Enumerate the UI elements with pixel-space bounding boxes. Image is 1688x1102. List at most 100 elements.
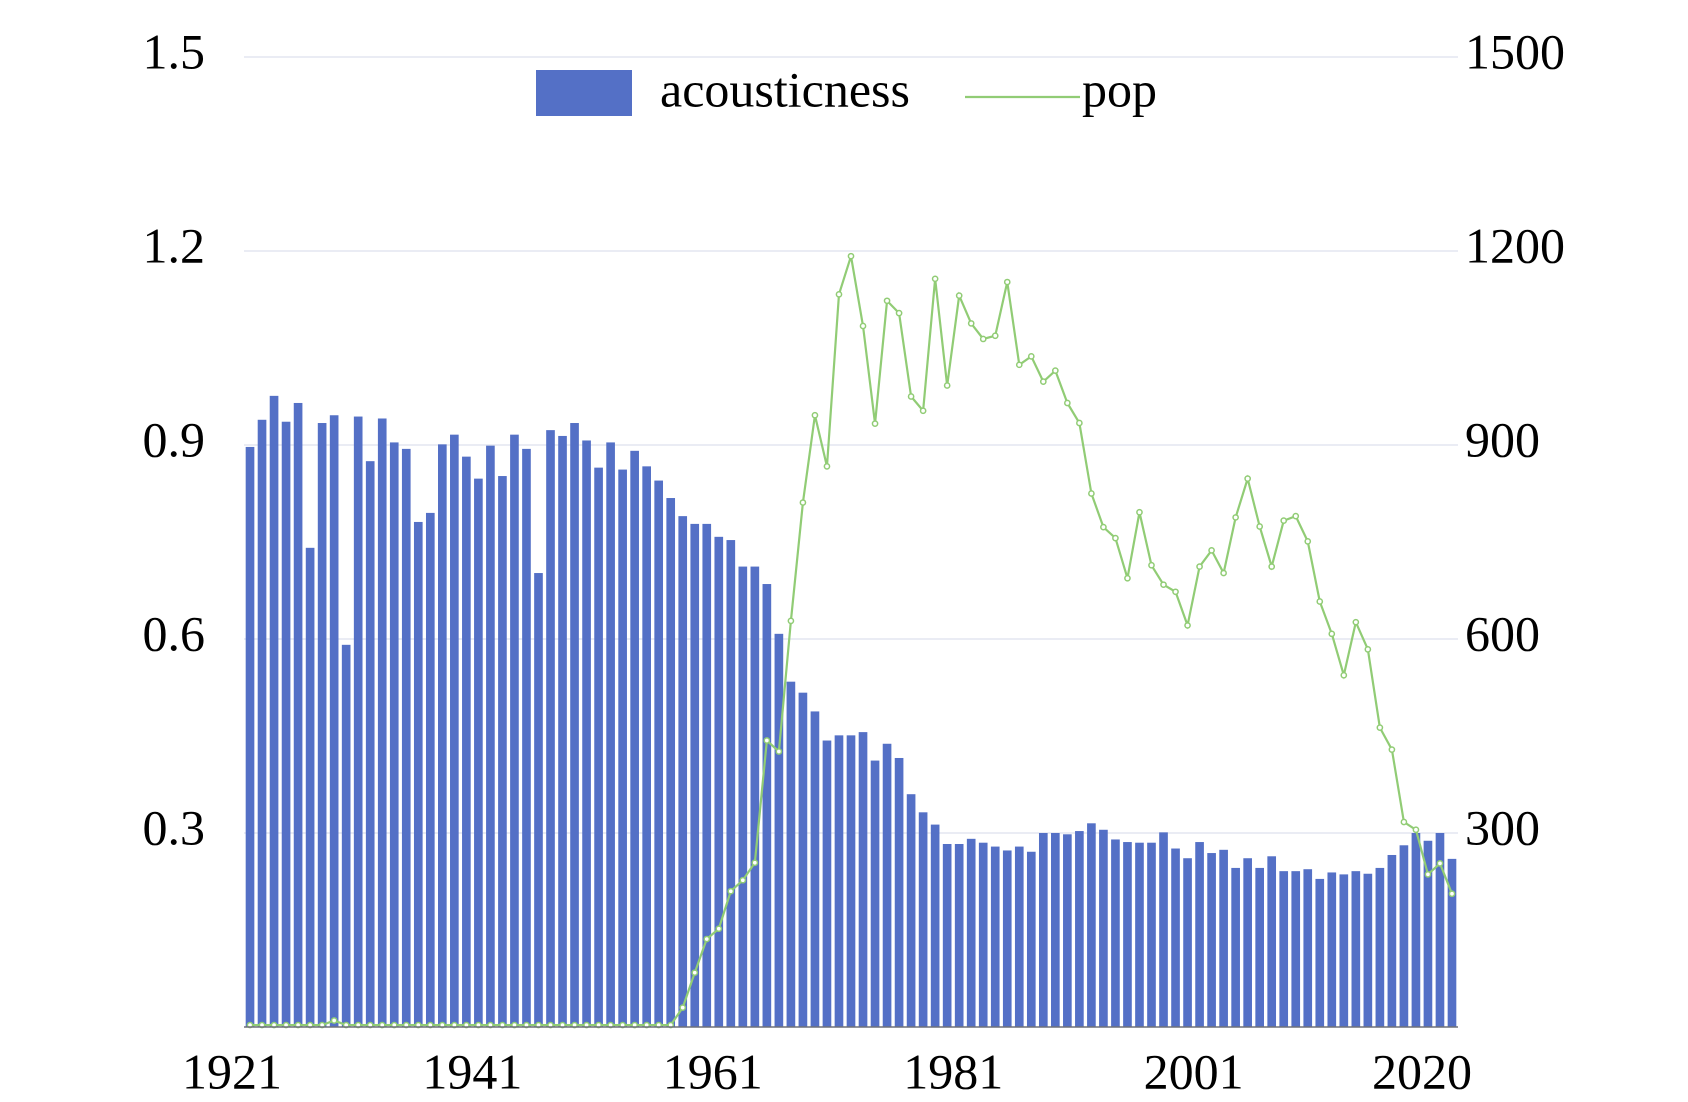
- bar: [281, 421, 291, 1028]
- line-point: [1015, 361, 1023, 369]
- bar: [990, 846, 1000, 1027]
- bar: [486, 445, 495, 1027]
- x-tick-label: 1981: [903, 1043, 1003, 1099]
- line-point: [847, 252, 855, 260]
- bar: [1291, 871, 1301, 1027]
- bar: [966, 838, 976, 1027]
- bar: [822, 740, 832, 1027]
- y-tick-label: 1.5: [143, 23, 206, 79]
- y2-tick-label: 900: [1465, 411, 1540, 467]
- line-point: [1232, 514, 1239, 521]
- line-point: [799, 499, 807, 506]
- bar: [498, 476, 507, 1027]
- line-point: [967, 320, 975, 327]
- line-point: [1124, 574, 1131, 582]
- bar: [558, 435, 567, 1027]
- bar: [1231, 867, 1240, 1027]
- bar: [353, 416, 363, 1028]
- line-point: [1304, 538, 1312, 545]
- bar: [666, 498, 676, 1027]
- bar: [1399, 845, 1409, 1027]
- bar: [341, 644, 351, 1027]
- bar: [798, 692, 808, 1027]
- bar: [534, 573, 543, 1027]
- bar: [329, 415, 339, 1028]
- bar: [245, 446, 255, 1027]
- line-point: [1051, 367, 1059, 374]
- y-tick-label: 1.2: [143, 217, 206, 273]
- line-point: [835, 290, 843, 298]
- bar: [377, 418, 387, 1027]
- line-point: [883, 297, 891, 305]
- bar: [365, 461, 375, 1028]
- line-point: [979, 335, 987, 343]
- line-point: [1256, 523, 1264, 530]
- bar: [810, 711, 820, 1027]
- line-point: [943, 382, 951, 389]
- bar: [474, 478, 483, 1027]
- bar: [1014, 846, 1024, 1027]
- bar: [738, 566, 748, 1027]
- bar: [1327, 872, 1337, 1027]
- line-point: [1148, 561, 1155, 569]
- line-point: [727, 887, 735, 895]
- bar: [1435, 833, 1445, 1027]
- bar: [1075, 831, 1084, 1027]
- bar: [1123, 842, 1132, 1027]
- bar: [389, 442, 399, 1027]
- bar: [1303, 869, 1313, 1027]
- line-point: [1039, 378, 1047, 385]
- line-point: [1112, 534, 1119, 542]
- bar: [906, 794, 916, 1027]
- bar: [317, 423, 327, 1028]
- y2-tick-label: 1200: [1465, 217, 1565, 273]
- bar: [1207, 853, 1216, 1027]
- bar: [1159, 832, 1168, 1027]
- y2-tick-label: 1500: [1465, 23, 1565, 79]
- line-point: [1076, 419, 1083, 427]
- x-tick-label: 1961: [663, 1043, 763, 1099]
- line-point: [1027, 353, 1035, 360]
- bar: [702, 523, 712, 1027]
- bar: [834, 735, 844, 1027]
- line-point: [775, 748, 783, 755]
- bar: [1339, 874, 1349, 1027]
- bar: [870, 760, 880, 1027]
- x-tick-label: 2020: [1372, 1043, 1472, 1099]
- line-point: [991, 332, 999, 340]
- line-point: [1088, 490, 1095, 497]
- bar: [1375, 867, 1385, 1027]
- bar: [1315, 878, 1325, 1027]
- legend-label: pop: [1082, 61, 1157, 117]
- bar: [1099, 829, 1108, 1027]
- line-point: [1292, 512, 1300, 520]
- line-point: [1400, 818, 1408, 826]
- line-point: [1172, 588, 1179, 596]
- line-point: [931, 275, 939, 283]
- line-point: [859, 322, 867, 330]
- bar: [1135, 842, 1144, 1027]
- line-point: [1412, 826, 1420, 834]
- line-point: [1424, 871, 1432, 878]
- bar: [762, 584, 772, 1027]
- y2-tick-label: 600: [1465, 605, 1540, 661]
- bar: [305, 547, 315, 1027]
- bar: [1387, 854, 1397, 1027]
- bar: [1183, 858, 1192, 1027]
- line-point: [1388, 746, 1396, 753]
- bar: [978, 842, 988, 1027]
- line-point: [739, 876, 747, 884]
- line-point: [1364, 645, 1372, 653]
- x-tick-label: 2001: [1144, 1043, 1244, 1099]
- line-point: [679, 1004, 687, 1011]
- y-tick-label: 0.3: [143, 799, 206, 855]
- bar: [930, 824, 940, 1027]
- line-point: [1196, 563, 1203, 570]
- bar: [750, 566, 760, 1027]
- bar: [678, 516, 688, 1027]
- bar: [726, 540, 736, 1027]
- line-point: [1208, 547, 1215, 554]
- line-point: [1376, 724, 1384, 731]
- line-point: [823, 462, 831, 470]
- bar: [1195, 842, 1204, 1027]
